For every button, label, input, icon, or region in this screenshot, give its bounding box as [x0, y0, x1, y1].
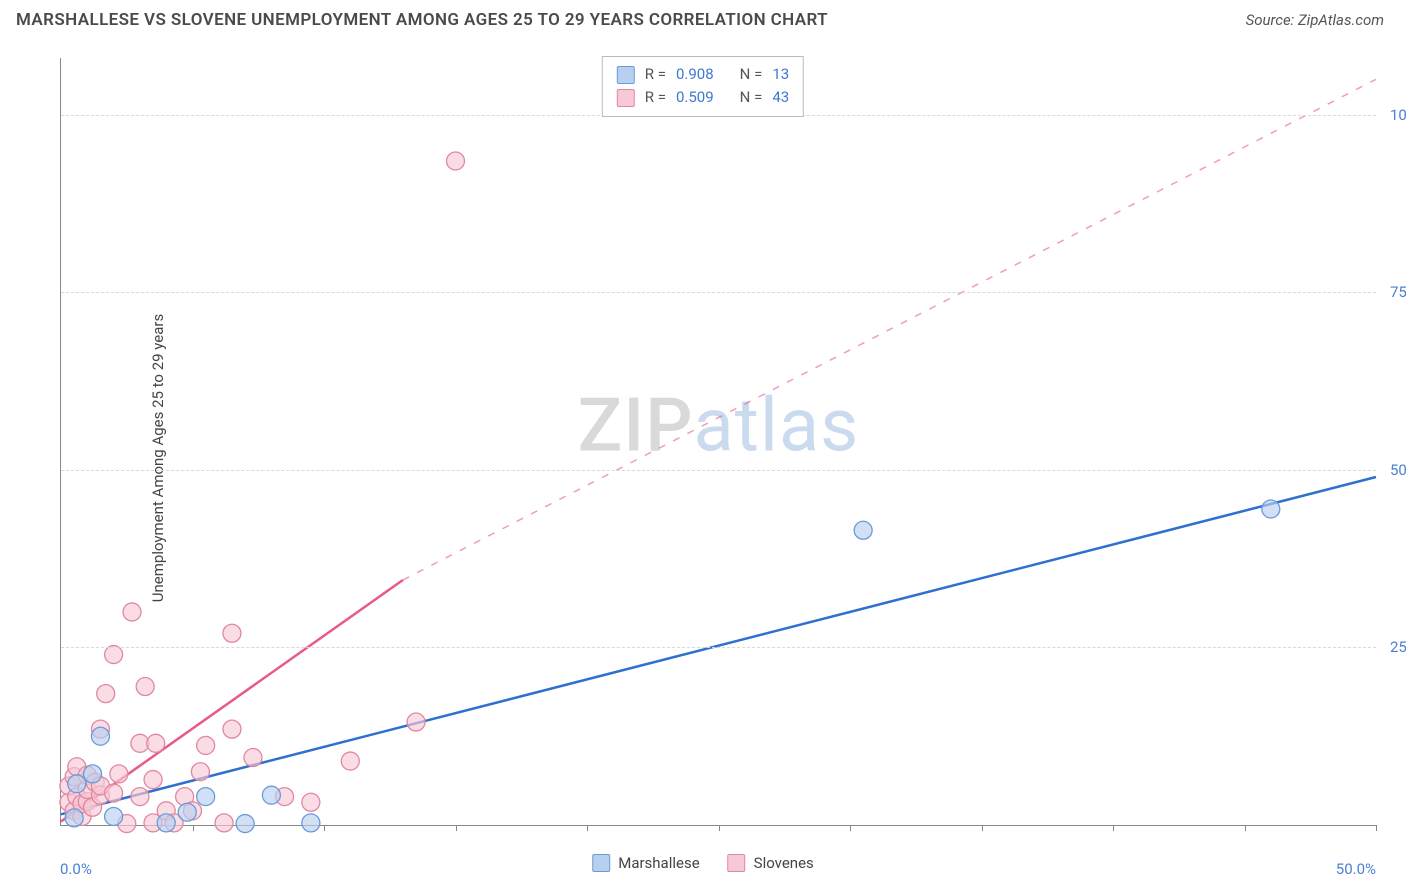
- x-tick: [982, 825, 983, 831]
- data-point-slovenes: [223, 624, 241, 642]
- data-point-slovenes: [105, 784, 123, 802]
- legend-label: Marshallese: [618, 854, 699, 872]
- data-point-slovenes: [144, 771, 162, 789]
- legend-label: Slovenes: [754, 854, 814, 872]
- plot-svg: [61, 58, 1376, 825]
- gridline: [61, 470, 1376, 471]
- r-label: R =: [645, 63, 666, 86]
- data-point-slovenes: [302, 793, 320, 811]
- y-tick-label: 100.0%: [1382, 106, 1406, 124]
- data-point-marshallese: [197, 788, 215, 806]
- y-tick-label: 25.0%: [1382, 638, 1406, 656]
- x-tick: [324, 825, 325, 831]
- correlation-row-slovenes: R = 0.509 N = 43: [617, 86, 789, 109]
- plot-region: ZIPatlas 25.0%50.0%75.0%100.0%: [60, 58, 1376, 826]
- chart-header: MARSHALLESE VS SLOVENE UNEMPLOYMENT AMON…: [0, 0, 1406, 36]
- data-point-marshallese: [68, 775, 86, 793]
- data-point-slovenes: [147, 734, 165, 752]
- data-point-slovenes: [215, 814, 233, 832]
- legend-item-slovenes: Slovenes: [728, 854, 814, 872]
- data-point-marshallese: [65, 809, 83, 827]
- correlation-row-marshallese: R = 0.908 N = 13: [617, 63, 789, 86]
- chart-area: Unemployment Among Ages 25 to 29 years Z…: [16, 42, 1390, 874]
- swatch-slovenes-icon: [617, 89, 635, 107]
- chart-title: MARSHALLESE VS SLOVENE UNEMPLOYMENT AMON…: [16, 10, 828, 30]
- x-min-label: 0.0%: [60, 860, 92, 878]
- x-tick: [1113, 825, 1114, 831]
- data-point-marshallese: [91, 727, 109, 745]
- y-tick-label: 75.0%: [1382, 283, 1406, 301]
- data-point-slovenes: [447, 152, 465, 170]
- data-point-marshallese: [302, 814, 320, 832]
- swatch-marshallese-icon: [617, 66, 635, 84]
- n-label: N =: [740, 86, 763, 109]
- y-tick-label: 50.0%: [1382, 461, 1406, 479]
- gridline: [61, 292, 1376, 293]
- data-point-slovenes: [97, 685, 115, 703]
- data-point-slovenes: [244, 749, 262, 767]
- legend-item-marshallese: Marshallese: [592, 854, 699, 872]
- r-value: 0.908: [676, 63, 714, 86]
- n-value: 43: [772, 86, 789, 109]
- data-point-slovenes: [131, 788, 149, 806]
- data-point-slovenes: [407, 713, 425, 731]
- x-tick: [456, 825, 457, 831]
- x-tick: [850, 825, 851, 831]
- data-point-slovenes: [197, 736, 215, 754]
- data-point-slovenes: [191, 763, 209, 781]
- r-label: R =: [645, 86, 666, 109]
- r-value: 0.509: [676, 86, 714, 109]
- x-tick: [719, 825, 720, 831]
- gridline: [61, 647, 1376, 648]
- data-point-marshallese: [84, 765, 102, 783]
- data-point-marshallese: [157, 814, 175, 832]
- n-label: N =: [740, 63, 763, 86]
- source-attribution: Source: ZipAtlas.com: [1246, 11, 1384, 29]
- data-point-marshallese: [105, 807, 123, 825]
- data-point-slovenes: [341, 752, 359, 770]
- x-tick: [193, 825, 194, 831]
- source-prefix: Source:: [1246, 11, 1298, 29]
- swatch-marshallese-icon: [592, 854, 610, 872]
- x-tick: [587, 825, 588, 831]
- data-point-slovenes: [110, 765, 128, 783]
- series-legend: Marshallese Slovenes: [592, 854, 814, 872]
- data-point-marshallese: [262, 786, 280, 804]
- data-point-slovenes: [123, 603, 141, 621]
- source-name: ZipAtlas.com: [1298, 11, 1384, 29]
- correlation-legend: R = 0.908 N = 13 R = 0.509 N = 43: [602, 56, 804, 117]
- data-point-slovenes: [223, 720, 241, 738]
- x-tick: [1245, 825, 1246, 831]
- trend-line-slovenes-dashed: [403, 79, 1376, 580]
- data-point-marshallese: [236, 815, 254, 833]
- x-max-label: 50.0%: [1336, 860, 1376, 878]
- swatch-slovenes-icon: [728, 854, 746, 872]
- n-value: 13: [772, 63, 789, 86]
- data-point-marshallese: [1262, 500, 1280, 518]
- data-point-slovenes: [136, 678, 154, 696]
- x-tick: [1376, 825, 1377, 831]
- data-point-marshallese: [178, 803, 196, 821]
- data-point-marshallese: [854, 521, 872, 539]
